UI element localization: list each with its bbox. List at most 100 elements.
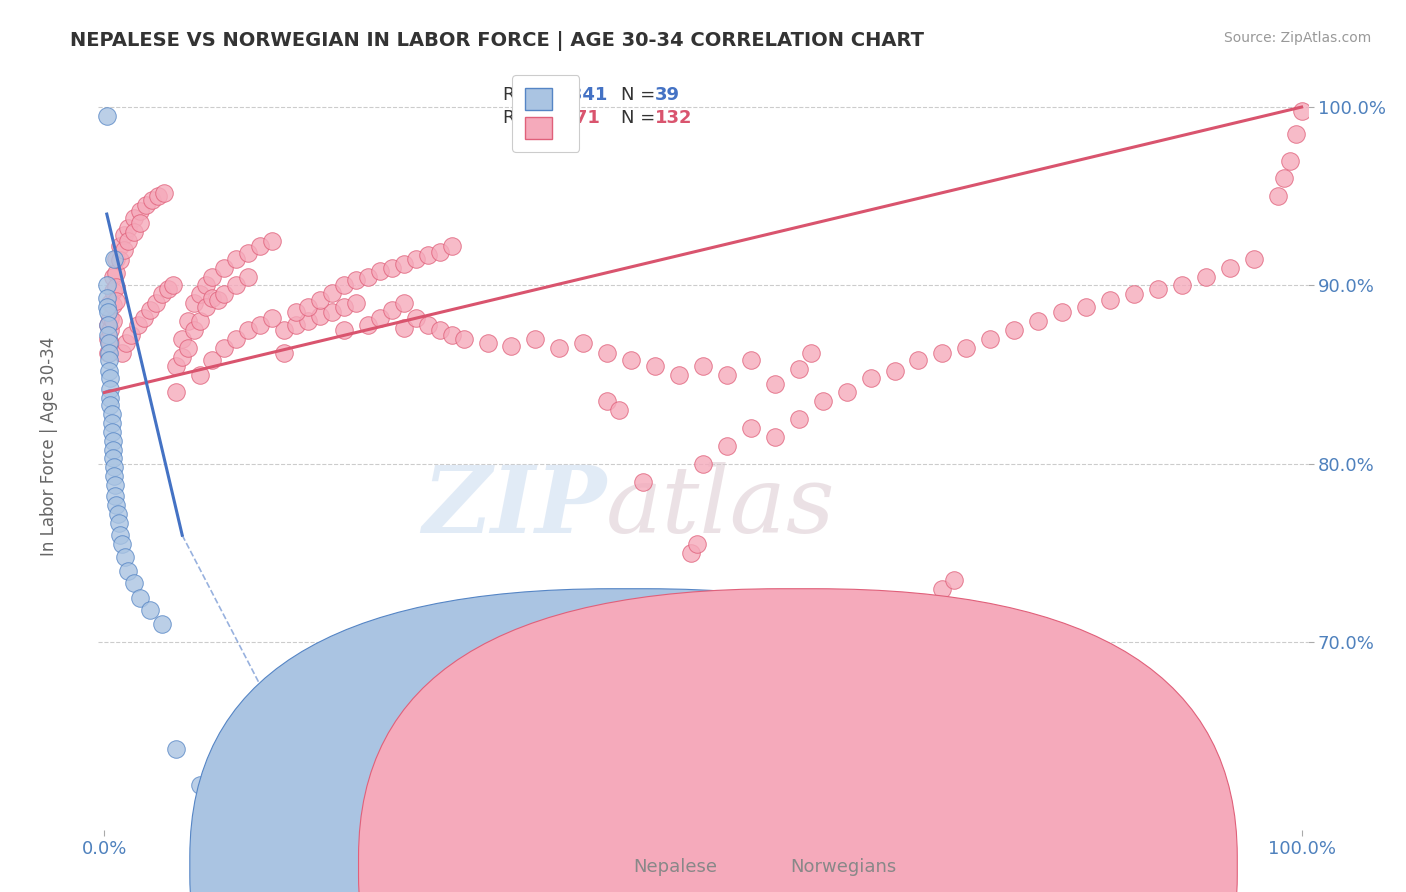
Point	[150, 617, 173, 632]
Point	[207, 293, 229, 307]
Point	[103, 252, 125, 266]
Text: NEPALESE VS NORWEGIAN IN LABOR FORCE | AGE 30-34 CORRELATION CHART: NEPALESE VS NORWEGIAN IN LABOR FORCE | A…	[70, 31, 924, 51]
Point	[333, 323, 356, 337]
Point	[835, 385, 858, 400]
Point	[101, 442, 124, 457]
Point	[114, 549, 136, 564]
Point	[124, 225, 146, 239]
Point	[321, 305, 343, 319]
Point	[907, 353, 929, 368]
Point	[195, 300, 218, 314]
Point	[631, 475, 654, 489]
Point	[101, 298, 124, 312]
Point	[105, 280, 128, 294]
Text: N =: N =	[621, 86, 661, 103]
Point	[1074, 300, 1097, 314]
Point	[249, 239, 271, 253]
Point	[381, 260, 404, 275]
Point	[440, 328, 463, 343]
Point	[101, 269, 124, 284]
Text: Nepalese: Nepalese	[633, 858, 717, 876]
Point	[97, 318, 120, 332]
Text: In Labor Force | Age 30-34: In Labor Force | Age 30-34	[41, 336, 58, 556]
Point	[100, 296, 122, 310]
Point	[931, 346, 953, 360]
Point	[524, 332, 547, 346]
Point	[97, 328, 120, 343]
Text: Source: ZipAtlas.com: Source: ZipAtlas.com	[1223, 31, 1371, 45]
Point	[165, 742, 187, 756]
Text: 132: 132	[655, 109, 692, 127]
Point	[309, 309, 332, 323]
Point	[188, 287, 211, 301]
Text: Norwegians: Norwegians	[790, 858, 897, 876]
Point	[284, 318, 307, 332]
Point	[477, 335, 499, 350]
Point	[129, 203, 152, 218]
Point	[596, 346, 619, 360]
Point	[309, 293, 332, 307]
Point	[96, 300, 118, 314]
Point	[1278, 153, 1301, 168]
Point	[679, 546, 702, 560]
Text: R =: R =	[503, 86, 543, 103]
Point	[135, 198, 157, 212]
Point	[98, 346, 121, 360]
Point	[692, 457, 714, 471]
Point	[321, 285, 343, 300]
Point	[1171, 278, 1194, 293]
Point	[188, 368, 211, 382]
Point	[333, 300, 356, 314]
Point	[101, 434, 124, 448]
Point	[183, 323, 205, 337]
Point	[165, 359, 187, 373]
Point	[763, 430, 786, 444]
Point	[103, 460, 125, 475]
Point	[344, 296, 367, 310]
Point	[297, 300, 319, 314]
Point	[596, 394, 619, 409]
Point	[150, 287, 173, 301]
Point	[284, 305, 307, 319]
Point	[1267, 189, 1289, 203]
Point	[848, 617, 870, 632]
Point	[97, 318, 120, 332]
Point	[139, 303, 162, 318]
Point	[201, 291, 224, 305]
Point	[103, 469, 125, 483]
Point	[111, 346, 134, 360]
Point	[357, 318, 380, 332]
Point	[156, 282, 179, 296]
Point	[501, 339, 523, 353]
Point	[1099, 293, 1122, 307]
Point	[100, 398, 122, 412]
Point	[100, 382, 122, 396]
Point	[177, 341, 200, 355]
Point	[107, 507, 129, 521]
Point	[381, 303, 404, 318]
Point	[453, 332, 475, 346]
Point	[763, 376, 786, 391]
Point	[100, 335, 122, 350]
Point	[101, 451, 124, 466]
Point	[183, 296, 205, 310]
Point	[297, 314, 319, 328]
Text: 39: 39	[655, 86, 679, 103]
Point	[112, 228, 135, 243]
Point	[429, 323, 451, 337]
Point	[148, 189, 170, 203]
Point	[368, 264, 391, 278]
Point	[177, 314, 200, 328]
Point	[440, 239, 463, 253]
Point	[117, 221, 139, 235]
Point	[740, 421, 762, 435]
Point	[344, 273, 367, 287]
Point	[716, 368, 738, 382]
Point	[101, 284, 124, 298]
Point	[129, 591, 152, 605]
Point	[787, 362, 810, 376]
Point	[172, 350, 194, 364]
Point	[405, 252, 427, 266]
Point	[127, 318, 149, 332]
Point	[1050, 305, 1073, 319]
